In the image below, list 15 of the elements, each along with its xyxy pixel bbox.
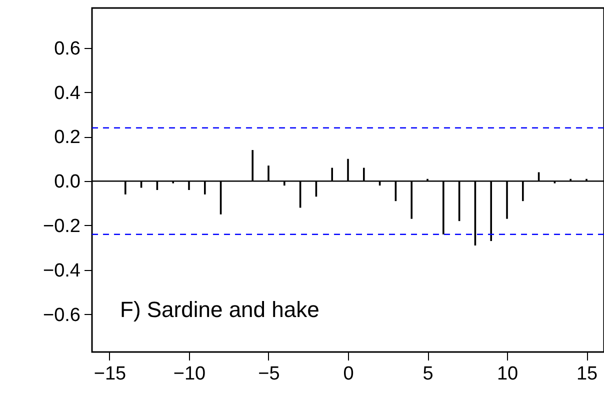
y-tick-label: 0.4 (54, 82, 81, 104)
y-tick-label: −0.4 (42, 260, 81, 282)
y-tick-label: −0.6 (42, 304, 80, 326)
x-tick-label: −10 (173, 364, 206, 384)
x-tick-label: 0 (343, 364, 354, 384)
y-tick-label: 0.2 (54, 127, 80, 148)
x-tick-label: 15 (576, 364, 598, 384)
annotation: F) Sardine and hake (120, 297, 320, 322)
y-tick-label: 0.0 (54, 172, 80, 193)
y-tick-label: 0.6 (54, 38, 80, 60)
x-tick-label: 10 (496, 364, 518, 384)
x-tick-label: −15 (94, 364, 126, 384)
x-tick-label: −5 (258, 364, 280, 384)
x-tick-label: 5 (422, 364, 434, 384)
y-tick-label: −0.2 (42, 216, 80, 237)
